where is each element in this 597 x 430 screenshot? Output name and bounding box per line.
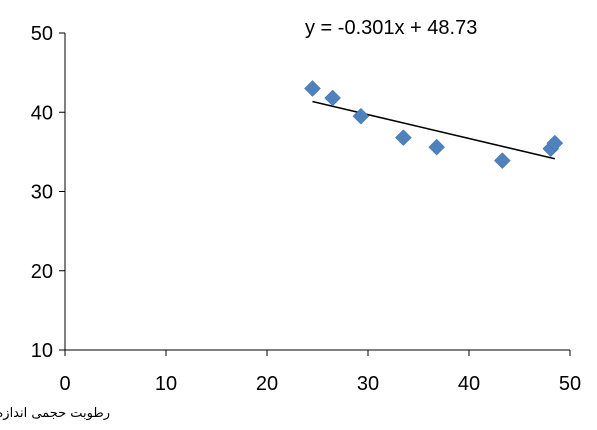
- x-tick-label: 30: [357, 373, 379, 395]
- data-point: [428, 138, 446, 156]
- x-axis-label: رطوبت حجمی اندازه گیری شده (%): [0, 405, 110, 421]
- x-tick-label: 10: [155, 373, 177, 395]
- y-ticks: 10 20 30 40 50: [31, 23, 65, 362]
- data-point: [352, 107, 370, 125]
- x-tick-label: 40: [458, 373, 480, 395]
- trendline-group: [312, 100, 556, 160]
- trendline-equation: y = -0.301x + 48.73: [305, 17, 477, 39]
- data-points: [304, 80, 564, 169]
- y-tick-label: 40: [31, 102, 53, 124]
- x-ticks: 0 10 20 30 40 50: [59, 350, 581, 395]
- axes: [64, 33, 570, 351]
- x-tick-label: 20: [256, 373, 278, 395]
- data-point: [493, 152, 511, 169]
- data-point: [304, 80, 321, 97]
- x-tick-label: 50: [559, 373, 581, 395]
- y-tick-label: 10: [31, 340, 53, 362]
- y-tick-label: 50: [31, 23, 53, 45]
- data-point: [394, 129, 412, 146]
- y-tick-label: 30: [31, 182, 53, 204]
- x-tick-label: 0: [59, 373, 70, 395]
- y-tick-label: 20: [31, 261, 53, 283]
- data-point: [546, 134, 564, 152]
- trendline: [312, 100, 556, 160]
- data-point: [324, 89, 342, 107]
